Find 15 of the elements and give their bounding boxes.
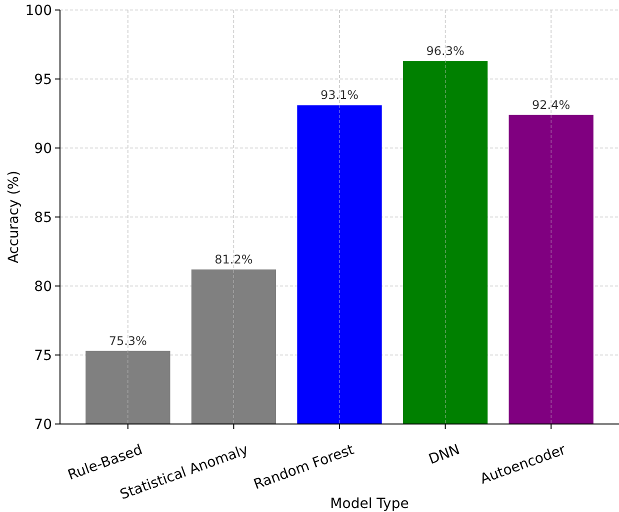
data-label: 75.3% <box>108 334 147 348</box>
y-tick-label: 100 <box>25 2 52 19</box>
y-tick-label: 70 <box>34 416 52 433</box>
data-label: 96.3% <box>426 44 464 58</box>
y-tick-label: 80 <box>34 278 52 295</box>
data-label: 93.1% <box>320 88 359 102</box>
x-tick-label: DNN <box>426 442 462 468</box>
data-label: 92.4% <box>532 98 570 112</box>
x-axis-title: Model Type <box>330 496 409 512</box>
y-tick-label: 95 <box>34 72 52 88</box>
y-axis-title: Accuracy (%) <box>6 170 22 264</box>
y-tick-label: 90 <box>34 140 52 157</box>
y-tick-label: 85 <box>34 210 52 226</box>
data-label: 81.2% <box>214 252 253 266</box>
y-tick-label: 75 <box>34 348 52 364</box>
